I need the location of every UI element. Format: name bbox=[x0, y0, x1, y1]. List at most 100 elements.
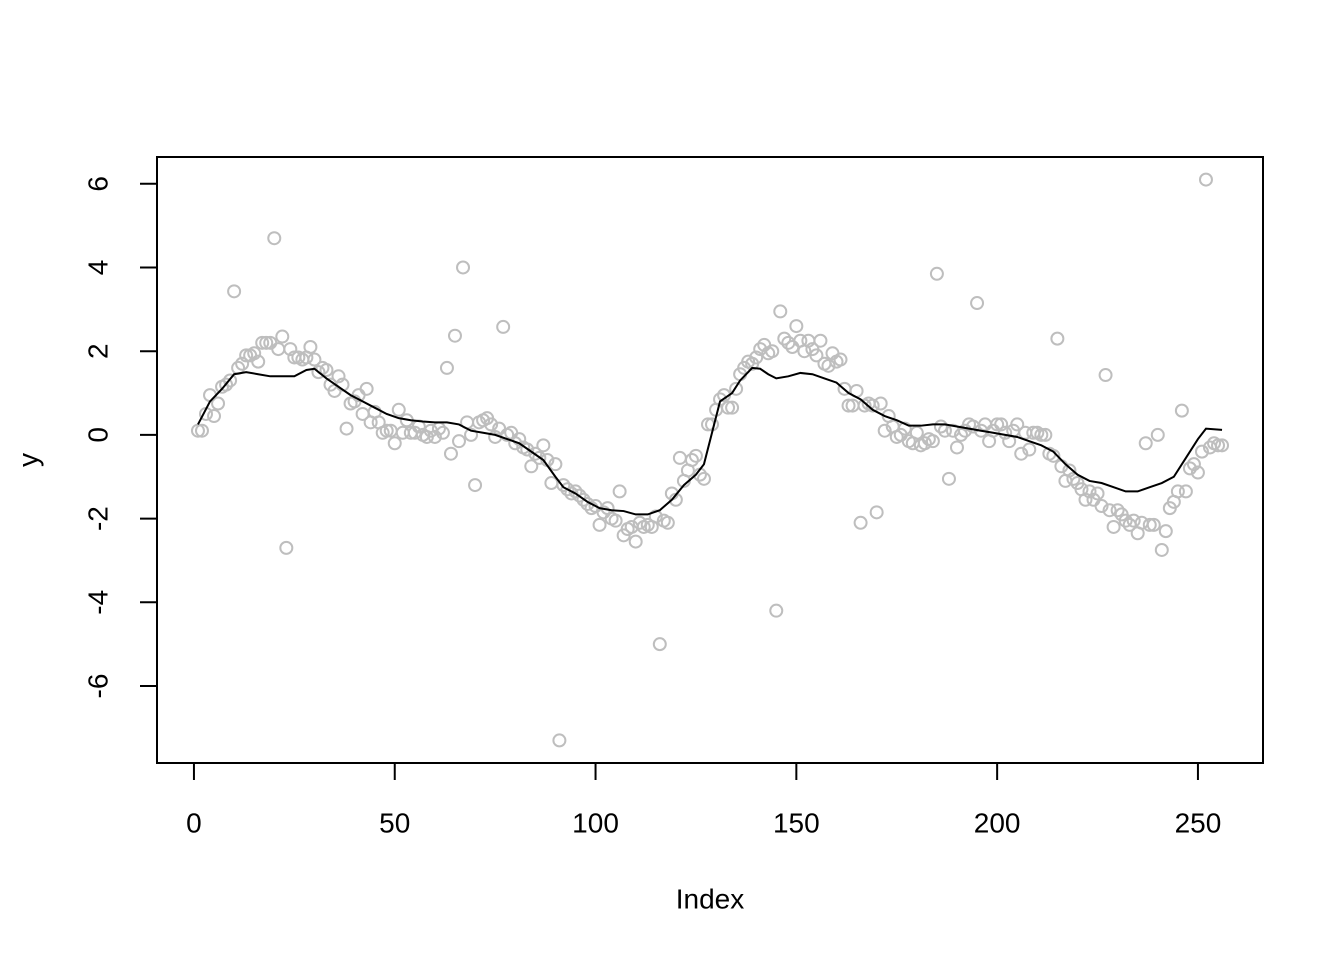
point bbox=[929, 266, 944, 281]
point bbox=[773, 304, 788, 319]
point bbox=[873, 396, 888, 411]
point bbox=[1106, 519, 1121, 534]
y-tick-label: 2 bbox=[82, 343, 113, 359]
point bbox=[267, 231, 282, 246]
point bbox=[275, 329, 290, 344]
point bbox=[660, 515, 675, 530]
point bbox=[949, 440, 964, 455]
point bbox=[194, 423, 209, 438]
point bbox=[813, 333, 828, 348]
point bbox=[331, 369, 346, 384]
point bbox=[789, 319, 804, 334]
point bbox=[259, 335, 274, 350]
point bbox=[1170, 484, 1185, 499]
point bbox=[1078, 492, 1093, 507]
y-tick-label: 6 bbox=[82, 176, 113, 192]
point bbox=[648, 509, 663, 524]
point bbox=[447, 328, 462, 343]
point bbox=[227, 284, 242, 299]
point bbox=[379, 423, 394, 438]
point bbox=[1050, 331, 1065, 346]
point bbox=[1102, 503, 1117, 518]
y-tick-label: -2 bbox=[82, 506, 113, 531]
point bbox=[1046, 448, 1061, 463]
point bbox=[1090, 486, 1105, 501]
x-tick-label: 100 bbox=[572, 807, 619, 838]
point bbox=[544, 476, 559, 491]
point bbox=[749, 350, 764, 365]
x-axis-label: Index bbox=[676, 883, 745, 914]
point bbox=[765, 344, 780, 359]
smooth-line bbox=[197, 366, 1223, 516]
point bbox=[1134, 515, 1149, 530]
point bbox=[1215, 438, 1230, 453]
point bbox=[359, 381, 374, 396]
point bbox=[1150, 427, 1165, 442]
point bbox=[1126, 513, 1141, 528]
point bbox=[909, 425, 924, 440]
y-tick-label: -6 bbox=[82, 674, 113, 699]
point bbox=[1034, 427, 1049, 442]
point bbox=[897, 421, 912, 436]
point bbox=[239, 348, 254, 363]
point bbox=[672, 450, 687, 465]
point bbox=[1211, 438, 1226, 453]
point bbox=[994, 417, 1009, 432]
y-tick-label: -4 bbox=[82, 590, 113, 615]
point bbox=[1178, 484, 1193, 499]
point bbox=[869, 505, 884, 520]
point bbox=[468, 478, 483, 493]
point bbox=[809, 348, 824, 363]
point bbox=[508, 436, 523, 451]
point bbox=[427, 429, 442, 444]
point bbox=[576, 492, 591, 507]
point bbox=[251, 354, 266, 369]
point bbox=[925, 434, 940, 449]
point bbox=[572, 488, 587, 503]
point bbox=[223, 373, 238, 388]
point bbox=[307, 352, 322, 367]
point bbox=[1146, 517, 1161, 532]
point bbox=[219, 377, 234, 392]
point bbox=[303, 340, 318, 355]
point bbox=[311, 365, 326, 380]
point bbox=[339, 421, 354, 436]
point bbox=[1094, 499, 1109, 514]
point bbox=[1062, 463, 1077, 478]
x-tick-label: 0 bbox=[186, 807, 202, 838]
point bbox=[464, 427, 479, 442]
point bbox=[769, 603, 784, 618]
x-tick-label: 150 bbox=[773, 807, 820, 838]
point bbox=[552, 733, 567, 748]
point bbox=[721, 400, 736, 415]
point bbox=[1118, 513, 1133, 528]
point bbox=[941, 471, 956, 486]
point bbox=[1194, 444, 1209, 459]
point bbox=[512, 432, 527, 447]
point bbox=[1198, 172, 1213, 187]
point bbox=[1022, 442, 1037, 457]
point bbox=[833, 352, 848, 367]
point bbox=[725, 400, 740, 415]
point bbox=[556, 478, 571, 493]
point bbox=[532, 450, 547, 465]
point bbox=[821, 358, 836, 373]
plot-frame bbox=[156, 156, 1264, 764]
point bbox=[496, 319, 511, 334]
point bbox=[933, 419, 948, 434]
point bbox=[279, 540, 294, 555]
point bbox=[841, 398, 856, 413]
point bbox=[235, 356, 250, 371]
point bbox=[247, 346, 262, 361]
point bbox=[970, 296, 985, 311]
point bbox=[548, 457, 563, 472]
point bbox=[524, 459, 539, 474]
point bbox=[1186, 457, 1201, 472]
point bbox=[435, 425, 450, 440]
y-tick-label: 4 bbox=[82, 260, 113, 276]
point bbox=[696, 471, 711, 486]
point bbox=[387, 436, 402, 451]
point bbox=[1082, 484, 1097, 499]
point bbox=[255, 335, 270, 350]
